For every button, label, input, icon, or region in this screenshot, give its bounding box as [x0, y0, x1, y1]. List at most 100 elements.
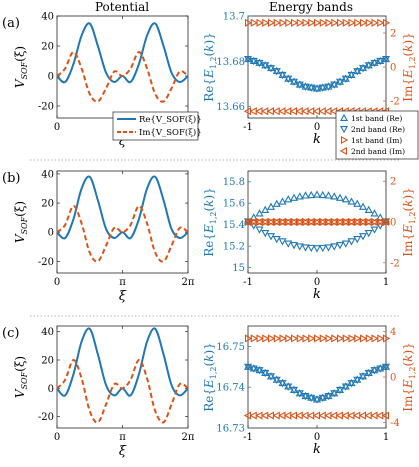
band-marker: [290, 18, 299, 27]
band-marker: [364, 62, 373, 70]
band-marker: [273, 18, 281, 27]
legend-label: 1st band (Re): [351, 114, 402, 123]
y-tick-label: 20: [41, 356, 54, 367]
band-marker: [278, 197, 287, 205]
band-marker: [278, 238, 287, 246]
band-marker: [255, 367, 264, 375]
band-marker: [370, 209, 379, 217]
band-marker: [341, 195, 350, 203]
band-marker: [261, 205, 270, 213]
y-axis-label-right: Im{E1,2(k)}: [401, 187, 417, 257]
band-marker: [307, 84, 316, 92]
y-tick-label-left: 15.6: [223, 199, 245, 210]
band-marker: [359, 18, 368, 27]
band-marker: [267, 18, 276, 27]
band-marker: [364, 369, 373, 378]
band-marker: [364, 229, 373, 238]
x-tick-label: π: [119, 277, 126, 288]
band-marker: [347, 71, 356, 80]
band-marker: [289, 78, 299, 86]
band-marker: [381, 218, 391, 226]
band-marker: [312, 245, 322, 253]
x-tick-label: 0: [314, 277, 320, 288]
band-marker: [296, 18, 304, 27]
band-marker: [295, 390, 304, 398]
legend-marker: [339, 125, 349, 134]
x-tick-label: π: [119, 432, 126, 443]
band-marker: [354, 334, 362, 343]
band-marker: [382, 334, 391, 343]
band-marker: [278, 71, 287, 80]
band-marker: [255, 226, 264, 234]
y-axis-label-right: Im{E1,2(k)}: [401, 342, 417, 412]
band-marker: [295, 81, 304, 89]
band-marker: [319, 18, 327, 27]
band-marker: [289, 193, 299, 201]
re-potential-line: [56, 175, 189, 240]
potential-legend: Re{V_SOF(ξ)} Im{V_SOF(ξ)}: [112, 111, 202, 141]
x-tick-label: 1: [383, 277, 389, 288]
x-axis-label: ξ: [119, 289, 127, 304]
legend-label: 1st band (Im): [351, 136, 402, 145]
band-marker: [358, 202, 368, 210]
legend-box: [335, 110, 419, 160]
x-tick-label: 0: [54, 122, 60, 133]
band-marker: [353, 376, 362, 384]
band-marker: [347, 380, 356, 388]
im-potential-line: [56, 359, 189, 424]
band-marker: [266, 373, 276, 381]
band-marker: [295, 243, 304, 251]
y-axis-label-left: Re{E1,2(k)}: [202, 187, 218, 257]
band-marker: [290, 334, 299, 343]
band-marker: [353, 199, 362, 207]
band-marker: [289, 242, 299, 250]
band-marker: [262, 18, 270, 27]
y-tick-label-right: 0: [390, 373, 396, 384]
band-marker: [243, 218, 253, 226]
band-marker: [365, 18, 373, 27]
band-marker: [318, 244, 327, 253]
band-marker: [249, 57, 258, 66]
band-marker: [249, 222, 258, 230]
legend-marker: [339, 113, 349, 122]
band-marker: [278, 380, 287, 388]
x-axis-label: k: [313, 442, 321, 457]
band-marker: [330, 243, 339, 251]
y-tick-label-left: 13.68: [216, 57, 245, 68]
band-marker: [347, 197, 356, 205]
band-marker: [243, 363, 253, 372]
x-tick-label: 0: [54, 277, 60, 288]
y-tick-label: 40: [41, 327, 54, 338]
y-tick-label: 0: [48, 72, 54, 83]
x-tick-label: -1: [243, 122, 253, 133]
re-potential-line: [56, 22, 189, 84]
band-marker: [301, 83, 310, 91]
band-marker: [376, 222, 385, 230]
band-marker: [250, 18, 258, 27]
band-marker: [284, 195, 293, 203]
band-marker: [376, 365, 385, 373]
band-marker: [341, 383, 350, 391]
band-marker: [330, 390, 339, 398]
band-marker: [318, 84, 327, 92]
band-marker: [301, 393, 310, 401]
band-marker: [255, 59, 264, 68]
band-marker: [335, 78, 345, 86]
band-marker: [302, 334, 310, 343]
y-tick-label-right: 4: [390, 327, 396, 338]
band-marker: [376, 57, 385, 66]
band-marker: [312, 396, 322, 404]
y-tick-label: 20: [41, 42, 54, 53]
x-tick-label: 1: [383, 432, 389, 443]
band-marker: [284, 75, 293, 83]
legend-label: 2nd band (Re): [351, 125, 405, 134]
band-marker: [371, 18, 379, 27]
band-marker: [267, 334, 276, 343]
band-marker: [312, 85, 322, 93]
band-marker: [308, 18, 316, 27]
y-tick-label-left: 13.7: [223, 12, 245, 23]
band-marker: [358, 65, 368, 73]
x-tick-label: 0: [314, 122, 320, 133]
